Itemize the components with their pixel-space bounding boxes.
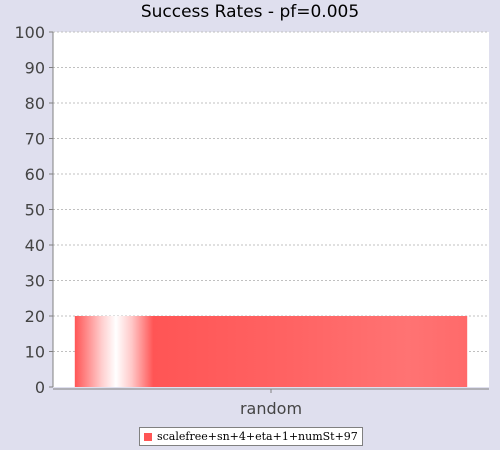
legend-label: scalefree+sn+4+eta+1+numSt+97	[157, 430, 358, 443]
y-tick-label: 70	[25, 130, 45, 149]
y-tick-label: 50	[25, 201, 45, 220]
y-tick-label: 30	[25, 272, 45, 291]
y-tick-label: 10	[25, 343, 45, 362]
y-tick-label: 40	[25, 236, 45, 255]
legend: scalefree+sn+4+eta+1+numSt+97	[139, 427, 363, 446]
y-tick-label: 60	[25, 165, 45, 184]
bar	[74, 316, 468, 387]
y-tick-label: 90	[25, 59, 45, 78]
y-tick-label: 80	[25, 94, 45, 113]
x-tick-label: random	[240, 399, 302, 418]
y-tick-label: 100	[14, 23, 45, 42]
y-tick-label: 20	[25, 307, 45, 326]
chart-title: Success Rates - pf=0.005	[140, 2, 360, 22]
legend-swatch	[144, 432, 152, 441]
y-tick-label: 0	[35, 378, 45, 397]
